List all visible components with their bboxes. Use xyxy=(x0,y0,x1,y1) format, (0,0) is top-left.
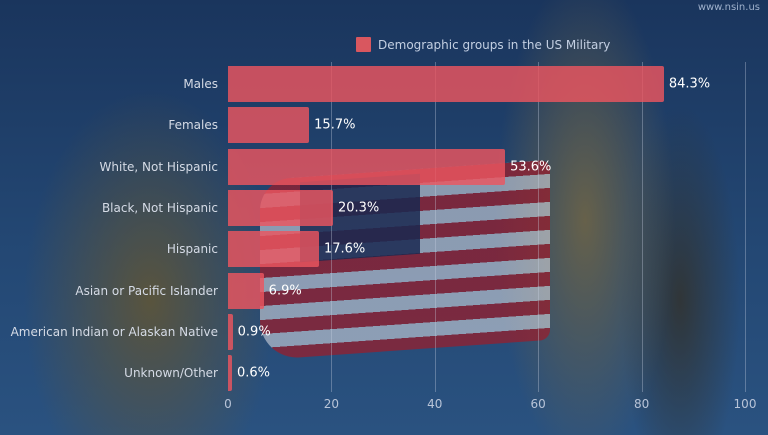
x-tick-label: 20 xyxy=(323,397,340,411)
watermark: www.nsin.us xyxy=(697,2,760,13)
x-tick-label: 0 xyxy=(224,397,232,411)
x-tick-label: 40 xyxy=(427,397,443,411)
category-label: Females xyxy=(168,118,218,133)
gridline xyxy=(434,62,436,392)
chart-legend: Demographic groups in the US Military xyxy=(356,37,610,52)
bar[interactable] xyxy=(228,355,232,392)
bar[interactable] xyxy=(228,189,333,226)
value-label: 0.9% xyxy=(237,324,271,340)
bar[interactable] xyxy=(228,66,664,102)
bar[interactable] xyxy=(228,231,319,268)
bar[interactable] xyxy=(228,148,506,185)
gridline xyxy=(331,62,333,392)
gridline xyxy=(641,62,643,392)
category-label: Asian or Pacific Islander xyxy=(75,283,218,298)
value-label: 0.6% xyxy=(237,365,271,381)
value-label: 84.3% xyxy=(668,76,711,92)
x-tick-label: 80 xyxy=(633,397,650,411)
legend-label: Demographic groups in the US Military xyxy=(378,37,611,52)
x-tick-label: 60 xyxy=(530,397,546,411)
bar[interactable] xyxy=(228,313,233,350)
category-label: Black, Not Hispanic xyxy=(101,200,218,215)
bar[interactable] xyxy=(228,107,310,144)
category-label: Males xyxy=(183,77,218,91)
category-label: Unknown/Other xyxy=(124,366,218,381)
gridline xyxy=(538,62,540,392)
category-label: White, Not Hispanic xyxy=(99,159,218,174)
value-label: 53.6% xyxy=(510,159,552,175)
category-label: Hispanic xyxy=(166,242,218,257)
value-label: 17.6% xyxy=(323,241,366,257)
gridline xyxy=(745,62,746,392)
x-tick-label: 100 xyxy=(733,397,757,411)
value-label: 6.9% xyxy=(268,283,302,298)
legend-swatch xyxy=(356,37,371,52)
bar[interactable] xyxy=(228,272,264,309)
category-label: American Indian or Alaskan Native xyxy=(10,324,218,339)
value-label: 15.7% xyxy=(314,117,356,133)
value-label: 20.3% xyxy=(337,200,380,216)
